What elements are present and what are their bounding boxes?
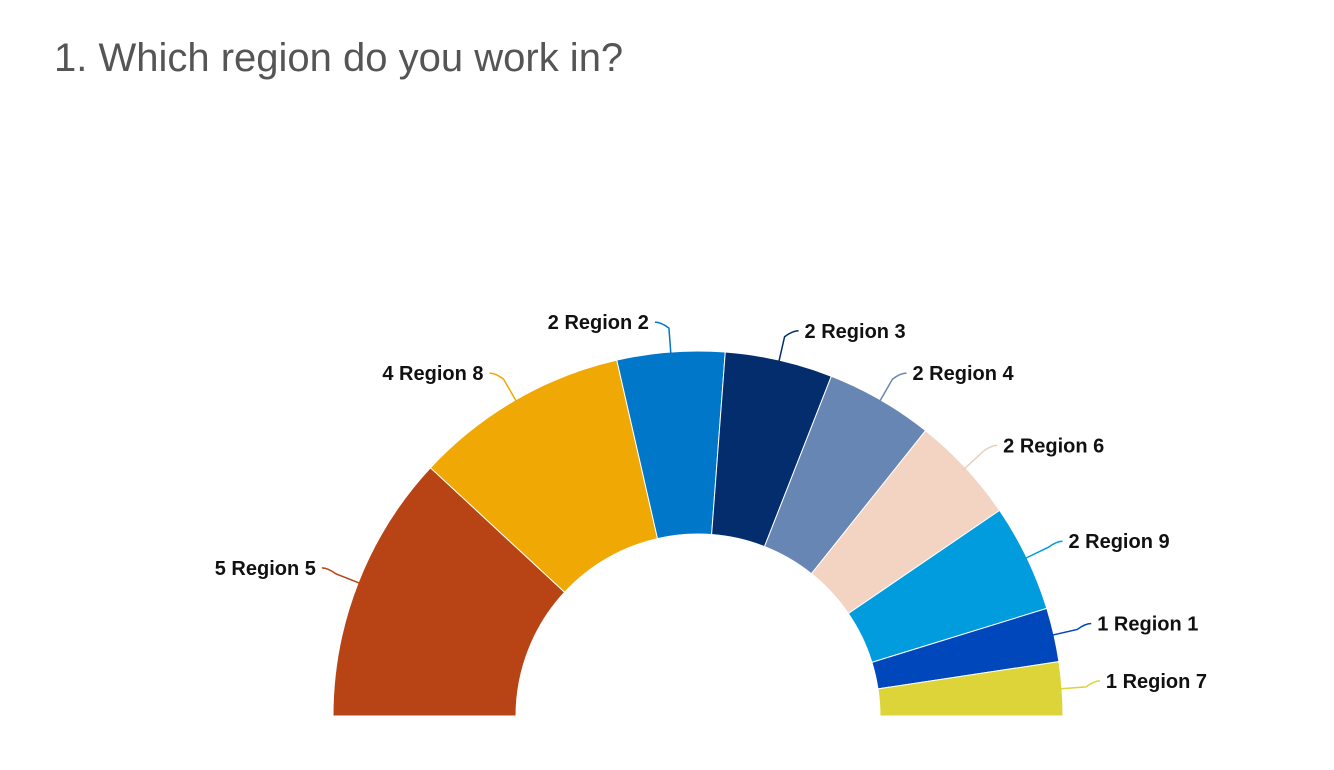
data-label-region-2: 2 Region 2 (548, 312, 649, 334)
data-label-region-5: 5 Region 5 (215, 558, 316, 580)
leader-line-region-3 (777, 330, 799, 365)
data-label-region-1: 1 Region 1 (1097, 613, 1198, 635)
slice-region-5 (332, 467, 566, 717)
leader-line-region-9 (1022, 540, 1063, 561)
leader-line-region-5 (321, 567, 363, 585)
chart-data-labels: 5 Region 5 4 Region 8 2 Region 2 2 Region 3… (215, 312, 1207, 693)
data-label-region-3: 2 Region 3 (805, 321, 906, 343)
page-title: 1. Which region do you work in? (54, 36, 624, 80)
data-label-region-4: 2 Region 4 (913, 363, 1015, 385)
leader-line-region-1 (1049, 622, 1092, 637)
data-label-region-7: 1 Region 7 (1106, 671, 1207, 693)
chart-leader-lines (321, 321, 1100, 690)
chart-slices (332, 350, 1064, 717)
leader-line-region-7 (1057, 680, 1100, 690)
leader-line-region-2 (654, 321, 672, 357)
leader-line-region-6 (962, 444, 998, 472)
leader-line-region-8 (489, 372, 519, 404)
data-label-region-9: 2 Region 9 (1068, 531, 1169, 553)
data-label-region-6: 2 Region 6 (1003, 435, 1104, 457)
slice-region-7 (877, 661, 1064, 717)
data-label-region-8: 4 Region 8 (382, 363, 483, 385)
leader-line-region-4 (877, 372, 907, 404)
